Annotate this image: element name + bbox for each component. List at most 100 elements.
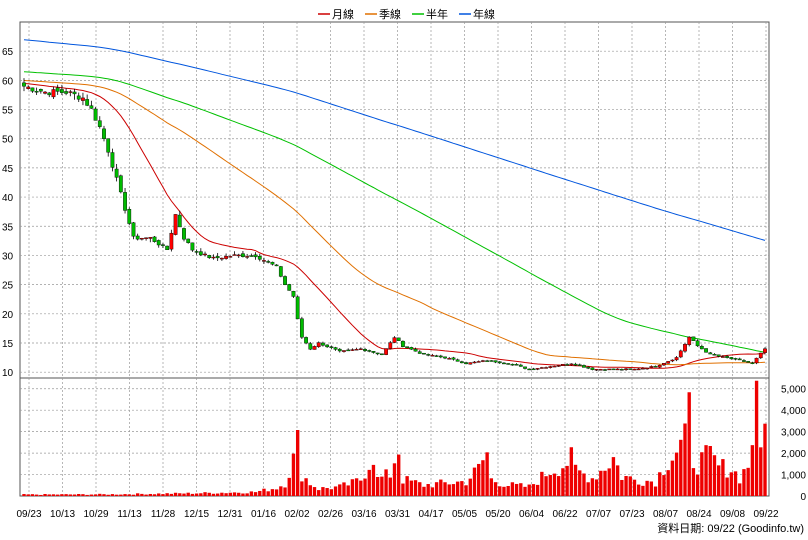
volume-bar (72, 494, 77, 496)
volume-bar (405, 476, 409, 496)
volume-bar (573, 464, 578, 496)
volume-bar (224, 493, 228, 496)
candle-body (539, 367, 544, 369)
volume-bar (557, 476, 561, 496)
candle-body (624, 368, 628, 371)
date-tick-label: 10/29 (83, 509, 108, 520)
volume-bar (144, 494, 148, 496)
candle-body (476, 361, 481, 363)
price-tick-label: 25 (2, 281, 14, 292)
candle-body (173, 214, 178, 235)
volume-bar (43, 493, 47, 496)
volume-bar (165, 493, 169, 496)
candle-body (198, 251, 203, 256)
candle-body (241, 253, 245, 257)
price-tick-label: 40 (2, 193, 14, 204)
volume-bar (291, 453, 296, 496)
candle-body (81, 97, 85, 101)
volume-bar (544, 476, 548, 496)
candle-body (586, 366, 591, 369)
candle-body (653, 365, 658, 368)
candle-body (451, 357, 456, 360)
candle-body (657, 364, 662, 368)
candle-body (489, 360, 494, 362)
volume-bar (173, 492, 178, 496)
candle-body (89, 105, 94, 109)
volume-bar (135, 493, 140, 496)
candle-body (207, 255, 212, 259)
volume-bar (258, 490, 262, 496)
candle-body (438, 355, 443, 358)
volume-bar (565, 465, 569, 496)
candle-body (632, 368, 637, 371)
volume-bar (123, 494, 127, 496)
candle-body (603, 369, 607, 371)
volume-bar (26, 494, 30, 496)
candle-body (123, 192, 127, 211)
volume-bar (367, 469, 371, 496)
candle-body (106, 138, 111, 153)
candle-body (763, 348, 767, 353)
candle-body (590, 367, 595, 370)
volume-bar (131, 494, 136, 496)
price-tick-label: 35 (2, 222, 14, 233)
date-tick-label: 02/02 (284, 509, 309, 520)
volume-bar (569, 447, 574, 496)
candle-body (556, 365, 561, 367)
candle-body (721, 356, 725, 358)
volume-bar (51, 494, 56, 496)
candle-body (22, 82, 26, 87)
volume-bar (338, 484, 342, 496)
volume-bar (578, 470, 582, 496)
volume-bar (430, 487, 435, 496)
volume-bar (85, 494, 89, 496)
candle-body (754, 357, 759, 364)
volume-bar (498, 486, 502, 496)
candle-body (34, 90, 39, 93)
candle-body (30, 87, 35, 92)
volume-bar (30, 494, 35, 496)
date-tick-label: 12/15 (184, 509, 209, 520)
volume-bar (738, 483, 742, 496)
candle-body (182, 228, 186, 240)
candle-body (316, 342, 321, 348)
candle-body (737, 358, 742, 361)
volume-bar (93, 494, 98, 496)
price-panel (19, 21, 770, 379)
volume-bar (211, 493, 216, 496)
volume-bar (426, 484, 430, 496)
candle-body (114, 168, 119, 178)
date-tick-label: 09/22 (753, 509, 778, 520)
volume-bar (472, 467, 477, 496)
volume-bar (683, 423, 687, 496)
volume-tick-label: 3,000 (781, 428, 806, 439)
date-tick-label: 03/16 (351, 509, 376, 520)
candle-body (161, 244, 165, 246)
candle-body (266, 261, 271, 263)
volume-tick-label: 4,000 (781, 406, 806, 417)
candle-body (186, 238, 191, 243)
candle-body (156, 240, 161, 246)
volume-bar (39, 494, 43, 496)
volume-bar (464, 485, 468, 496)
volume-bar (434, 482, 439, 496)
candle-body (577, 364, 582, 366)
candle-body (607, 368, 612, 371)
volume-bar (679, 439, 683, 496)
date-tick-label: 12/31 (217, 509, 242, 520)
candle-body (245, 256, 250, 258)
candle-body (636, 368, 641, 371)
volume-bar (333, 486, 338, 496)
ma-line-2 (23, 71, 766, 353)
volume-bar (178, 493, 182, 496)
candlesticks (22, 78, 767, 372)
volume-bar (658, 472, 662, 496)
volume-bar (388, 477, 392, 496)
candle-body (443, 356, 447, 359)
volume-bar (321, 487, 325, 496)
volume-bar (182, 493, 186, 496)
volume-bar (561, 468, 565, 496)
candle-body (725, 356, 729, 358)
volume-bar (60, 494, 64, 496)
candle-body (485, 360, 490, 362)
